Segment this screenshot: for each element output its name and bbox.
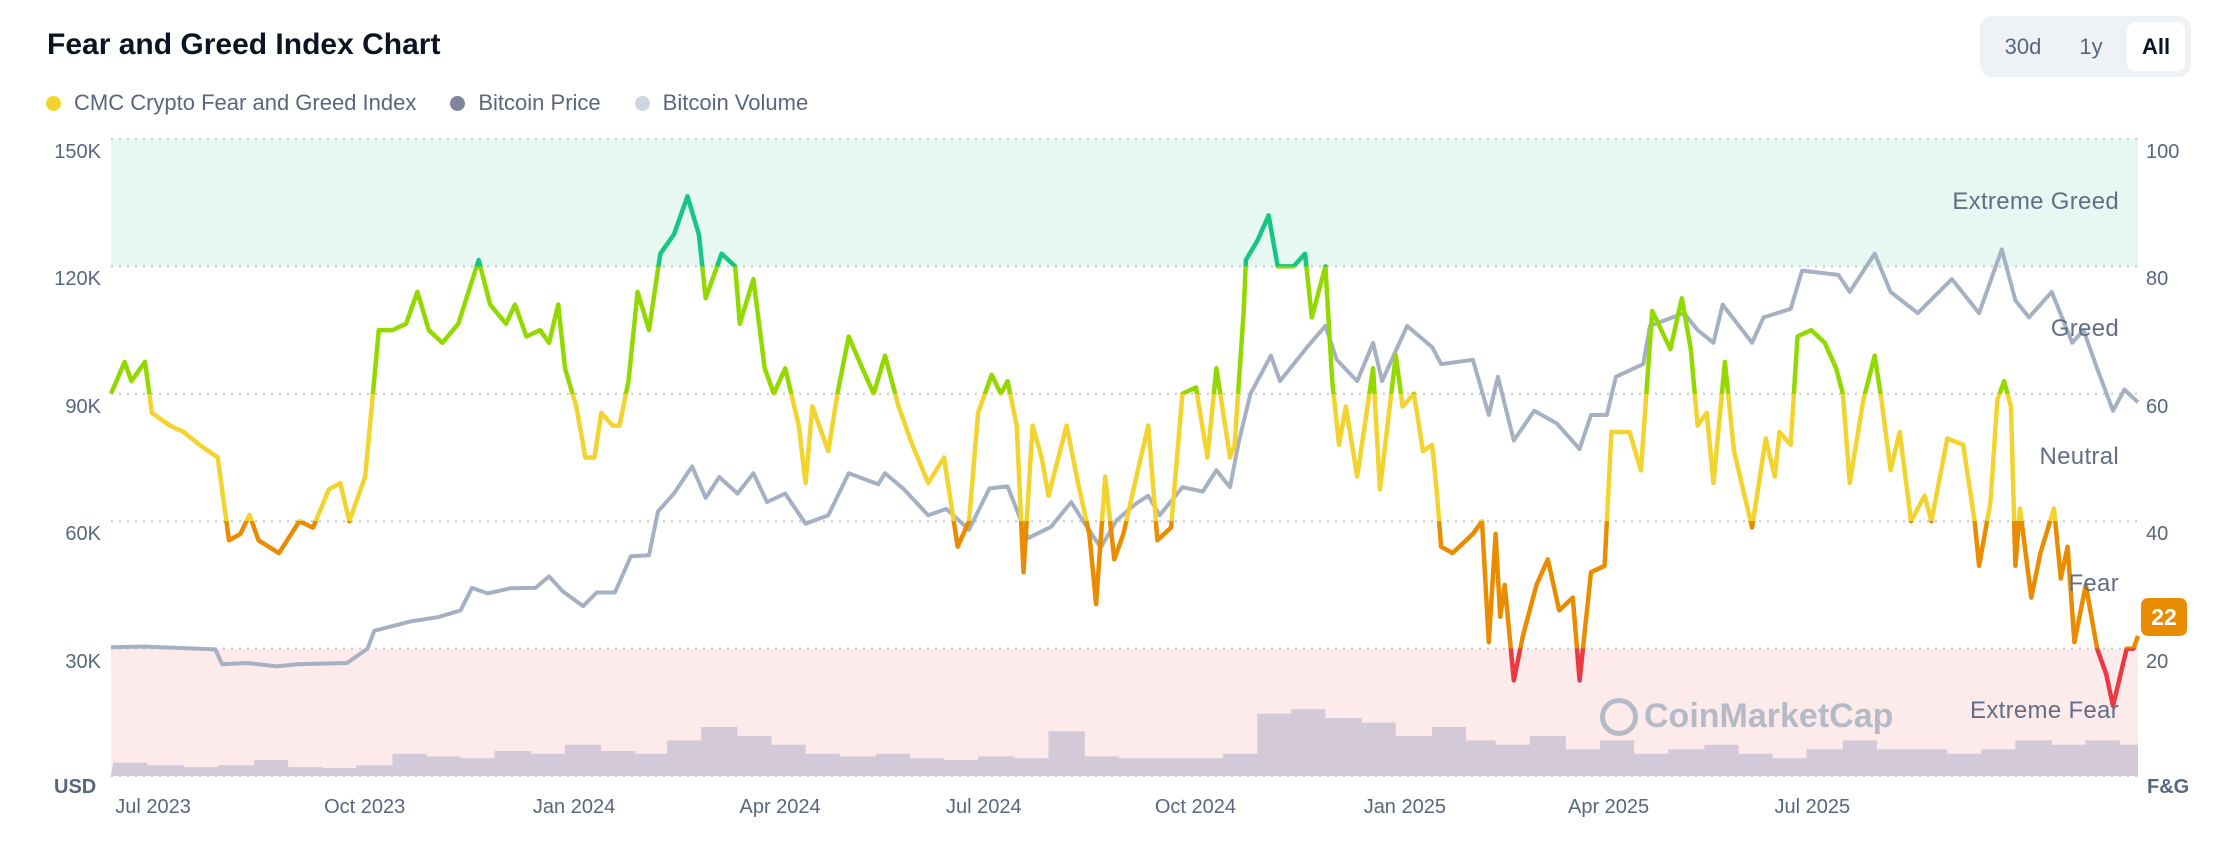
x-axis-tick-label: Oct 2023 [324,796,406,818]
right-axis-unit: F&G [2147,776,2190,798]
left-axis-unit: USD [54,776,97,798]
current-value-tag: 22 [2141,598,2187,636]
legend-dot-icon [634,95,650,111]
x-axis-tick-label: Apr 2025 [1567,796,1650,818]
x-axis-tick-label: Jul 2023 [115,796,191,818]
bitcoin-volume-area [111,709,2138,776]
range-button-30d[interactable]: 30d [2004,34,2042,59]
left-axis-tick-label: 60K [65,523,101,546]
left-axis-tick-label: 150K [54,141,101,163]
zone-label: Neutral [2039,442,2119,470]
x-axis-tick-label: Jul 2024 [946,796,1022,818]
legend-item-fear-greed[interactable]: CMC Crypto Fear and Greed Index [46,90,416,116]
zone-label: Greed [2050,315,2119,343]
right-axis-tick-label: 80 [2146,268,2169,291]
legend-label: Bitcoin Volume [662,90,809,115]
x-axis-tick-label: Apr 2024 [739,796,821,818]
watermark-text: CoinMarketCap [1644,697,1894,735]
bitcoin-price-line [110,247,2140,669]
coinmarketcap-watermark: CoinMarketCap [1600,697,1893,736]
right-axis-tick-label: 20 [2146,650,2169,673]
x-axis-tick-label: Oct 2024 [1154,796,1237,818]
right-axis-tick-label: 60 [2146,395,2169,418]
zone-band-extreme-fear [111,648,2138,776]
time-range-selector: 30d 1y All [1980,16,2191,77]
fear-greed-chart[interactable] [108,138,2141,777]
page-title: Fear and Greed Index Chart [47,28,441,61]
left-axis-tick-label: 120K [54,268,101,291]
x-axis-tick-label: Jul 2025 [1774,796,1851,818]
legend-item-bitcoin-volume[interactable]: Bitcoin Volume [634,90,809,116]
legend-dot-icon [46,95,61,111]
range-button-1y[interactable]: 1y [2079,34,2103,59]
chart-legend: CMC Crypto Fear and Greed Index Bitcoin … [46,90,808,116]
right-axis-tick-label: 100 [2146,141,2180,163]
fear-greed-index-line [108,194,2141,709]
x-axis-tick-label: Jan 2024 [532,796,616,818]
zone-label: Extreme Fear [1970,697,2119,725]
zone-label: Fear [2068,569,2119,597]
left-axis-tick-label: 30K [65,650,101,673]
zone-band-extreme-greed [111,139,2138,267]
right-axis-tick-label: 40 [2146,523,2169,546]
legend-label: Bitcoin Price [478,90,601,115]
legend-dot-icon [450,95,466,111]
zone-label: Extreme Greed [1952,187,2119,215]
x-axis-tick-label: Jan 2025 [1363,796,1446,818]
left-axis-tick-label: 90K [65,395,101,418]
coinmarketcap-logo-icon [1600,697,1638,736]
legend-item-bitcoin-price[interactable]: Bitcoin Price [450,90,601,116]
range-button-all[interactable]: All [2127,22,2185,71]
legend-label: CMC Crypto Fear and Greed Index [74,90,417,115]
